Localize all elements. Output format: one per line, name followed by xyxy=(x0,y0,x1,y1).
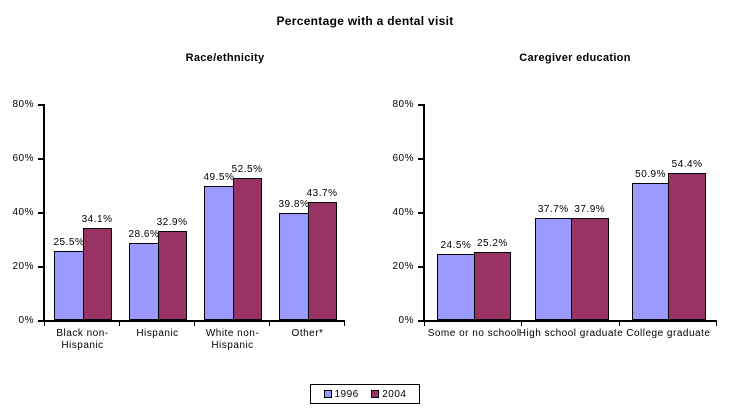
y-tick xyxy=(418,104,423,106)
bar-2004-college-graduate xyxy=(668,173,706,320)
x-axis-label-college-graduate: College graduate xyxy=(626,328,711,339)
x-tick xyxy=(269,322,270,326)
x-axis-line xyxy=(423,320,717,322)
x-axis-label-hispanic: Hispanic xyxy=(136,328,179,339)
y-tick xyxy=(38,104,43,106)
value-label-2004-white-non-hispanic: 52.5% xyxy=(231,164,263,175)
bar-2004-some-or-no-school xyxy=(473,252,512,320)
y-axis-label-80: 80% xyxy=(392,99,414,110)
value-label-2004-black-non-hispanic: 34.1% xyxy=(81,214,113,225)
y-axis-label-40: 40% xyxy=(392,207,414,218)
y-tick xyxy=(418,158,423,160)
y-tick xyxy=(38,212,43,214)
value-label-2004-high-school-graduate: 37.9% xyxy=(574,204,606,215)
x-tick xyxy=(119,322,120,326)
value-label-1996-other: 39.8% xyxy=(278,199,310,210)
y-axis-label-0: 0% xyxy=(398,315,414,326)
x-axis-label-white-non-hispanic: White non-Hispanic xyxy=(205,328,260,351)
y-tick xyxy=(38,320,43,322)
y-tick xyxy=(418,320,423,322)
chart-title: Percentage with a dental visit xyxy=(276,14,454,28)
bar-1996-white-non-hispanic xyxy=(204,186,234,320)
y-tick xyxy=(418,212,423,214)
value-label-2004-some-or-no-school: 25.2% xyxy=(476,238,508,249)
y-axis-label-0: 0% xyxy=(18,315,34,326)
y-axis-label-80: 80% xyxy=(12,99,34,110)
x-tick xyxy=(424,322,425,326)
x-axis-line xyxy=(43,320,345,322)
bar-2004-white-non-hispanic xyxy=(232,178,262,320)
bar-1996-high-school-graduate xyxy=(534,218,572,320)
chart-legend: 1996 2004 xyxy=(310,384,420,404)
bar-1996-some-or-no-school xyxy=(437,254,475,320)
y-axis-line xyxy=(43,104,45,322)
y-axis-label-40: 40% xyxy=(12,207,34,218)
y-axis-label-60: 60% xyxy=(392,153,414,164)
bar-1996-hispanic xyxy=(129,243,159,320)
value-label-1996-college-graduate: 50.9% xyxy=(635,169,666,180)
legend-label-2004: 2004 xyxy=(382,388,407,400)
value-label-2004-other: 43.7% xyxy=(306,188,338,199)
x-tick xyxy=(716,322,717,326)
x-axis-label-black-non-hispanic: Black non-Hispanic xyxy=(56,328,109,351)
value-label-1996-high-school-graduate: 37.7% xyxy=(537,204,569,215)
x-axis-label-other: Other* xyxy=(291,328,324,339)
legend-marker-2004-icon xyxy=(371,390,380,398)
bar-1996-black-non-hispanic xyxy=(54,251,84,320)
y-tick xyxy=(38,158,43,160)
x-tick xyxy=(618,322,620,326)
x-tick xyxy=(194,322,195,326)
bar-2004-high-school-graduate xyxy=(571,218,609,320)
x-tick xyxy=(44,322,45,326)
legend-marker-1996-icon xyxy=(323,390,332,398)
bar-1996-college-graduate xyxy=(631,183,670,320)
value-label-1996-white-non-hispanic: 49.5% xyxy=(203,172,235,183)
y-axis-label-20: 20% xyxy=(12,261,34,272)
value-label-1996-black-non-hispanic: 25.5% xyxy=(53,237,85,248)
value-label-1996-some-or-no-school: 24.5% xyxy=(440,240,472,251)
x-axis-label-high-school-graduate: High school graduate xyxy=(518,328,624,339)
y-tick xyxy=(38,266,43,268)
y-tick xyxy=(418,266,423,268)
bar-2004-black-non-hispanic xyxy=(82,228,112,320)
y-axis-label-20: 20% xyxy=(392,261,414,272)
x-axis-label-some-or-no-school: Some or no school xyxy=(427,328,520,339)
value-label-2004-hispanic: 32.9% xyxy=(156,217,188,228)
legend-item-2004: 2004 xyxy=(371,389,406,400)
x-tick xyxy=(344,322,345,326)
panel-title-caregiver-education: Caregiver education xyxy=(519,52,631,64)
x-tick xyxy=(521,322,523,326)
bar-2004-other xyxy=(307,202,337,320)
y-axis-line xyxy=(423,104,425,322)
bar-1996-other xyxy=(279,213,309,320)
y-axis-label-60: 60% xyxy=(12,153,34,164)
value-label-1996-hispanic: 28.6% xyxy=(128,229,160,240)
legend-item-1996: 1996 xyxy=(323,388,359,400)
panel-title-race-ethnicity: Race/ethnicity xyxy=(185,52,265,64)
legend-label-1996: 1996 xyxy=(334,388,359,400)
value-label-2004-college-graduate: 54.4% xyxy=(671,159,703,170)
bar-2004-hispanic xyxy=(157,231,187,320)
